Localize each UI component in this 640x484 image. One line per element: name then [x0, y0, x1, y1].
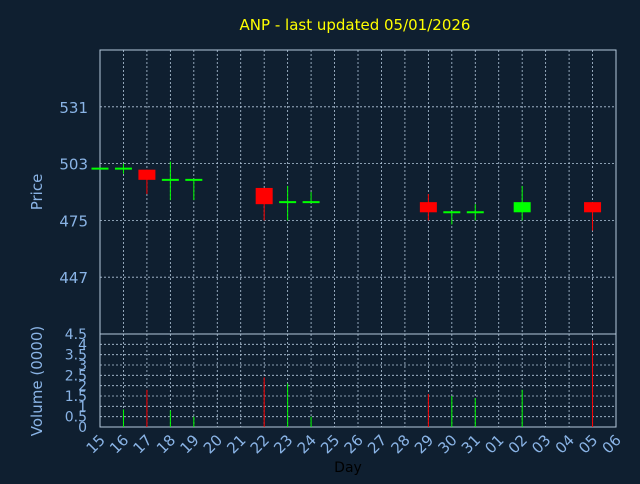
- x-tick-label: 20: [200, 431, 226, 457]
- price-axis-label: Price: [28, 174, 46, 211]
- x-tick-label: 29: [411, 431, 437, 457]
- price-tick-label: 447: [59, 269, 88, 287]
- x-tick-label: 04: [552, 431, 578, 457]
- candle-body: [255, 187, 273, 205]
- volume-tick-label: 3: [78, 358, 87, 374]
- x-tick-label: 30: [434, 431, 460, 457]
- price-tick-label: 531: [59, 99, 88, 117]
- volume-tick-label: 2: [78, 379, 87, 395]
- x-tick-label: 23: [270, 431, 296, 457]
- x-tick-label: 02: [505, 431, 531, 457]
- x-tick-label: 05: [575, 431, 601, 457]
- x-tick-label: 28: [388, 431, 414, 457]
- price-tick-label: 475: [59, 212, 88, 230]
- x-tick-label: 18: [153, 431, 179, 457]
- volume-axis-label: Volume (0000): [28, 326, 46, 436]
- volume-tick-label: 1.5: [65, 389, 87, 405]
- x-tick-label: 01: [481, 431, 507, 457]
- volume-tick-label: 2.5: [65, 368, 87, 384]
- x-tick-label: 16: [106, 431, 132, 457]
- day-axis-label: Day: [334, 460, 362, 476]
- x-tick-label: 27: [364, 431, 390, 457]
- volume-tick-label: 4: [78, 337, 87, 353]
- x-tick-label: 25: [317, 431, 343, 457]
- volume-tick-label: 1: [78, 399, 87, 415]
- x-tick-label: 03: [528, 431, 554, 457]
- volume-panel: 00.511.522.533.544.5: [65, 327, 617, 436]
- volume-tick-label: 0: [78, 420, 87, 436]
- price-panel: 447 475 503 531: [59, 49, 617, 335]
- volume-tick-label: 4.5: [65, 327, 87, 343]
- x-tick-labels: 1516171819202122232425262728293031010203…: [83, 431, 625, 457]
- volume-tick-label: 0.5: [65, 410, 87, 426]
- candle-body: [138, 169, 156, 180]
- x-tick-label: 19: [176, 431, 202, 457]
- x-tick-label: 17: [130, 431, 156, 457]
- candle-body: [513, 202, 531, 213]
- x-tick-label: 06: [599, 431, 625, 457]
- volume-tick-label: 3.5: [65, 348, 87, 364]
- x-tick-label: 24: [294, 431, 320, 457]
- chart-title: ANP - last updated 05/01/2026: [240, 16, 471, 34]
- candle-body: [419, 202, 437, 213]
- x-tick-label: 26: [341, 431, 367, 457]
- candle-body: [584, 202, 602, 213]
- x-tick-label: 31: [458, 431, 484, 457]
- price-tick-label: 503: [59, 156, 88, 174]
- x-tick-label: 21: [223, 431, 249, 457]
- x-tick-label: 22: [247, 431, 273, 457]
